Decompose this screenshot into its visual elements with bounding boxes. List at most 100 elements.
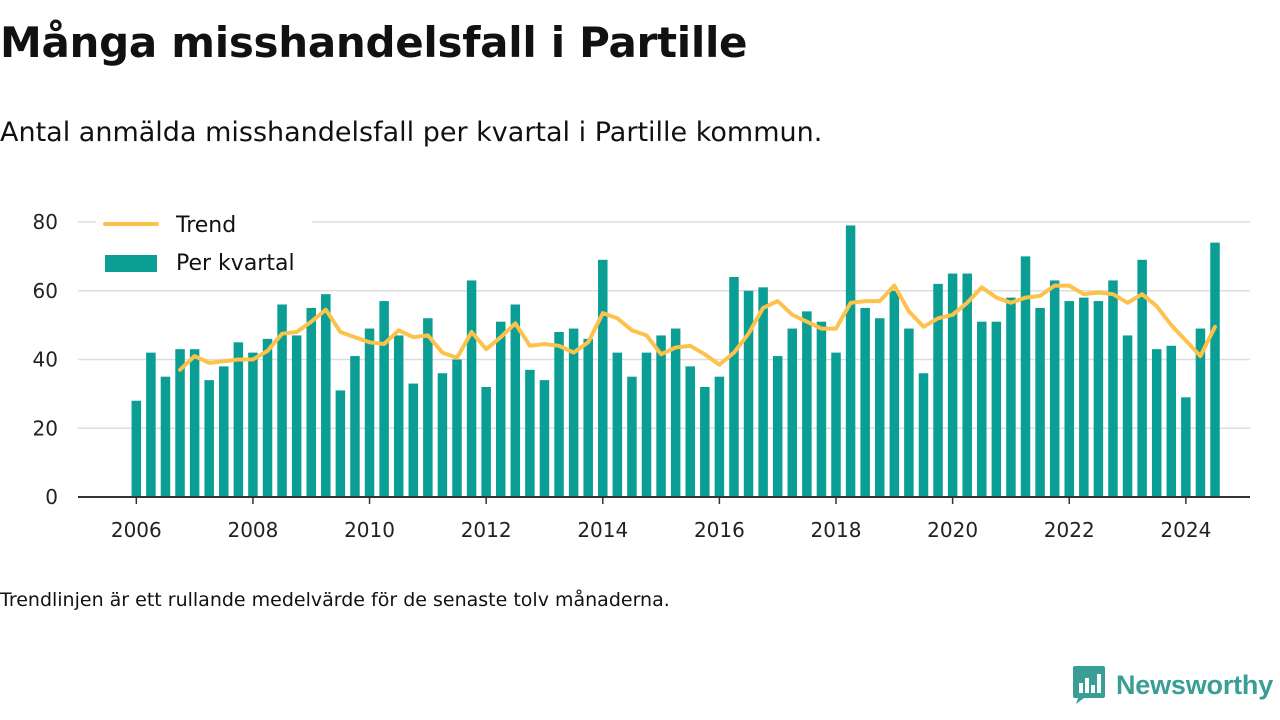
bar <box>685 366 695 497</box>
chart: 0 20 40 60 80 2006 2008 2010 2012 2014 2016 2018 202… <box>33 208 1250 542</box>
bar <box>1035 307 1045 497</box>
bar <box>700 387 710 497</box>
bar <box>743 290 754 497</box>
bar <box>641 352 652 497</box>
bar <box>1137 259 1147 497</box>
x-tick-label: 2022 <box>1044 518 1095 542</box>
bar <box>335 390 346 497</box>
bar <box>1049 280 1060 497</box>
bar <box>977 321 987 497</box>
bar <box>379 301 389 497</box>
y-tick-label: 0 <box>45 485 58 509</box>
newsworthy-logo: Newsworthy <box>1072 664 1273 706</box>
bar <box>539 380 550 497</box>
bar <box>204 380 214 497</box>
bar <box>1210 242 1220 497</box>
bar <box>656 335 666 497</box>
x-tick-label: 2020 <box>927 518 978 542</box>
bar <box>466 280 477 497</box>
bar <box>321 294 331 497</box>
bar <box>1181 397 1191 497</box>
y-tick-label: 40 <box>33 348 58 372</box>
bar <box>758 287 768 497</box>
bar <box>1020 256 1031 497</box>
bar <box>291 335 302 497</box>
bar <box>423 318 433 497</box>
y-tick-label: 20 <box>33 416 58 440</box>
bar <box>991 321 1002 497</box>
bar <box>947 273 958 497</box>
bar <box>802 311 812 497</box>
bar <box>1079 297 1089 497</box>
bar <box>495 321 506 497</box>
newsworthy-logo-icon <box>1073 666 1105 704</box>
x-tick-label: 2012 <box>461 518 512 542</box>
bar-series <box>131 225 1220 497</box>
x-tick-label: 2006 <box>111 518 162 542</box>
bar <box>554 332 564 497</box>
y-tick-label: 60 <box>33 279 58 303</box>
bar <box>1006 297 1016 497</box>
legend-trend-label: Trend <box>175 213 236 238</box>
bar <box>831 352 841 497</box>
bar <box>627 376 637 497</box>
bar <box>845 225 856 497</box>
bar <box>277 304 287 497</box>
bar <box>131 400 142 497</box>
x-tick-label: 2008 <box>227 518 278 542</box>
x-tick-label: 2024 <box>1160 518 1211 542</box>
bar <box>146 352 156 497</box>
bar <box>1108 280 1118 497</box>
bar <box>1064 301 1074 497</box>
brand-name: Newsworthy <box>1116 669 1274 700</box>
bar <box>962 273 972 497</box>
bar <box>816 321 827 497</box>
bar <box>350 356 360 497</box>
legend: Trend Per kvartal <box>96 208 312 288</box>
bar <box>364 328 375 497</box>
bar <box>248 352 258 497</box>
bar <box>393 335 404 497</box>
bar <box>408 383 419 497</box>
x-tick-label: 2018 <box>811 518 862 542</box>
bar <box>1093 301 1104 497</box>
chart-title: Många misshandelsfall i Partille <box>0 18 748 67</box>
bar <box>904 328 914 497</box>
bar <box>160 376 171 497</box>
bar <box>568 328 579 497</box>
bar <box>670 328 681 497</box>
bar <box>481 387 491 497</box>
bar <box>1166 345 1177 497</box>
bar <box>729 277 739 497</box>
bar <box>452 359 462 497</box>
bar <box>262 338 273 497</box>
bar <box>918 373 929 497</box>
bar <box>933 283 943 497</box>
bar <box>860 307 870 497</box>
bar <box>1151 349 1162 497</box>
y-tick-label: 80 <box>33 210 58 234</box>
trend-line <box>178 283 1217 372</box>
bar <box>1195 328 1206 497</box>
bar <box>714 376 725 497</box>
bar <box>1122 335 1133 497</box>
bar <box>874 318 885 497</box>
axes: 0 20 40 60 80 2006 2008 2010 2012 2014 2016 2018 202… <box>33 210 1250 542</box>
bar <box>189 349 200 497</box>
x-tick-label: 2014 <box>577 518 628 542</box>
bar <box>889 290 900 497</box>
x-tick-label: 2010 <box>344 518 395 542</box>
legend-bar-label: Per kvartal <box>176 251 295 276</box>
footnote: Trendlinjen är ett rullande medelvärde f… <box>0 589 670 611</box>
chart-subtitle: Antal anmälda misshandelsfall per kvarta… <box>0 117 823 148</box>
x-tick-label: 2016 <box>694 518 745 542</box>
bar <box>598 259 608 497</box>
bar <box>175 349 185 497</box>
bar <box>219 366 229 497</box>
bar <box>525 369 535 497</box>
trend-series <box>178 283 1217 372</box>
bar <box>787 328 798 497</box>
bar <box>583 338 593 497</box>
bar <box>772 356 783 497</box>
bar <box>233 342 244 497</box>
